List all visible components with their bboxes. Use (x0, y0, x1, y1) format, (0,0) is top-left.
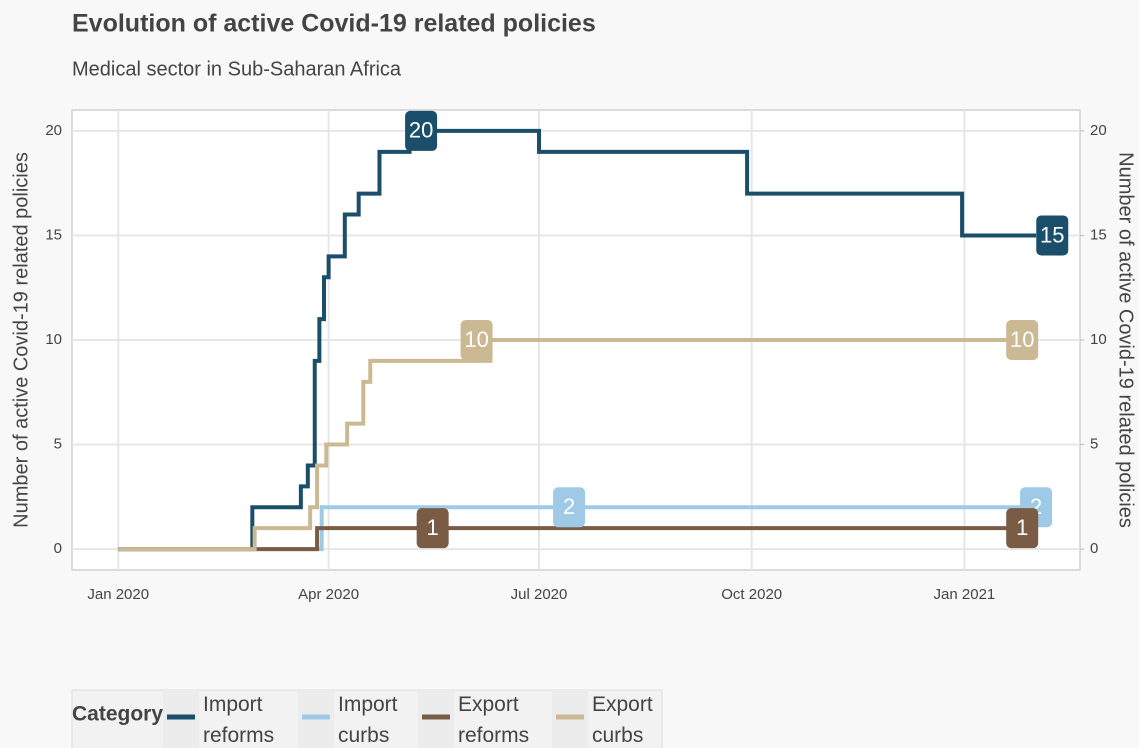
y2-tick-label: 5 (1090, 436, 1098, 453)
y2-tick-label: 15 (1090, 226, 1107, 243)
data-label-box (1036, 215, 1069, 256)
data-label: 2 (563, 494, 575, 519)
data-label: 10 (1010, 327, 1034, 352)
legend-label: Export curbs (592, 693, 653, 747)
data-label-box (553, 487, 586, 528)
data-label: 15 (1040, 222, 1064, 247)
y2-tick-label: 0 (1090, 540, 1098, 557)
data-label-box (460, 320, 493, 360)
data-label-box (416, 508, 449, 549)
y-tick-label: 20 (45, 122, 62, 139)
data-label: 1 (427, 515, 439, 540)
legend-label: Import reforms (203, 693, 274, 747)
series-line (118, 128, 1037, 552)
x-tick-label: Jan 2021 (934, 586, 996, 603)
chart-title: Evolution of active Covid-19 related pol… (72, 10, 596, 38)
y-tick-label: 0 (54, 540, 62, 557)
data-label-box (1006, 508, 1039, 549)
y-tick-label: 10 (45, 331, 62, 348)
legend-label: Export reforms (458, 693, 529, 747)
data-label: 1 (1016, 515, 1028, 540)
legend: Category Import reforms Import curbs Export re… (71, 689, 663, 748)
y2-tick-label: 20 (1090, 122, 1107, 139)
data-label-box (1006, 320, 1039, 360)
legend-title: Category (72, 703, 163, 726)
legend-label: Import curbs (338, 693, 398, 747)
y-tick-label: 5 (54, 436, 62, 453)
x-tick-label: Oct 2020 (721, 586, 782, 603)
y-axis-title: Number of active Covid-19 related polici… (10, 152, 32, 528)
y2-tick-label: 10 (1090, 331, 1107, 348)
x-tick-label: Apr 2020 (298, 586, 359, 603)
x-tick-label: Jan 2020 (87, 586, 149, 603)
data-label: 20 (409, 118, 433, 143)
data-label-box (405, 110, 438, 151)
y2-axis-title: Number of active Covid-19 related polici… (1115, 152, 1137, 528)
data-label: 10 (464, 327, 488, 352)
chart-subtitle: Medical sector in Sub-Saharan Africa (72, 58, 402, 80)
series-line (118, 338, 1037, 552)
y-tick-label: 15 (45, 226, 62, 243)
x-tick-label: Jul 2020 (511, 586, 568, 603)
